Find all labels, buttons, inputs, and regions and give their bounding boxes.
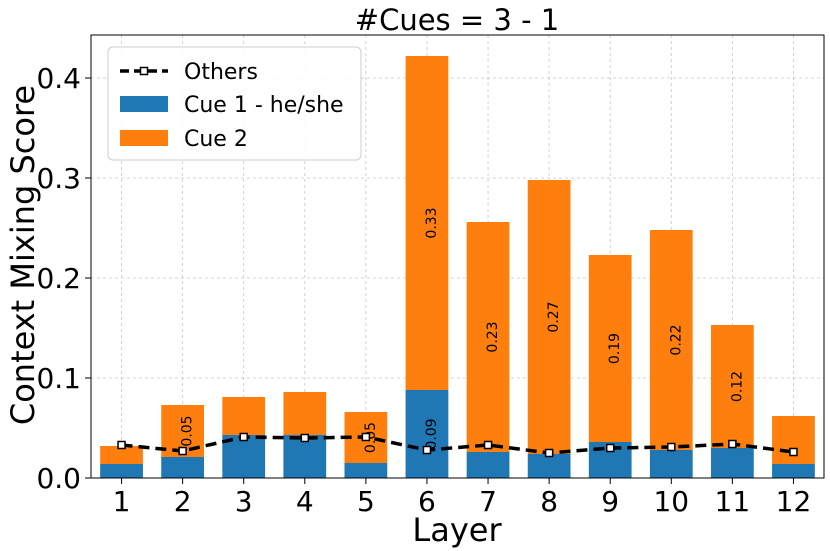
others-marker bbox=[117, 440, 126, 450]
others-marker bbox=[422, 445, 432, 455]
bar-value-label: 0.33 bbox=[424, 207, 440, 238]
bar-cue-1-he-she bbox=[100, 464, 143, 478]
bar-cue-1-he-she bbox=[161, 457, 205, 478]
others-series-line bbox=[121, 435, 794, 455]
bar-cue-2 bbox=[405, 56, 449, 390]
bar-value-label: 0.05 bbox=[363, 422, 379, 453]
bar-cue-1-he-she bbox=[466, 452, 510, 478]
bar-cue-2 bbox=[772, 416, 815, 464]
x-tick-label: 6 bbox=[418, 485, 436, 518]
x-tick-label: 11 bbox=[715, 485, 751, 518]
chart-title: #Cues = 3 - 1 bbox=[355, 3, 559, 37]
bar-cue-2 bbox=[283, 392, 327, 435]
bars bbox=[100, 56, 815, 478]
others-marker bbox=[544, 448, 554, 458]
bar-cue-2 bbox=[710, 325, 754, 448]
bar-cue-1-he-she bbox=[222, 435, 266, 478]
legend-label: Others bbox=[184, 60, 258, 85]
others-marker bbox=[728, 439, 737, 449]
bar-cue-2 bbox=[100, 446, 143, 464]
y-tick-label: 0.1 bbox=[36, 362, 81, 395]
legend-box bbox=[107, 46, 362, 161]
x-tick-label: 3 bbox=[235, 485, 253, 518]
legend-others-marker-icon bbox=[139, 66, 149, 76]
others-marker bbox=[667, 442, 676, 452]
x-tick-label: 5 bbox=[357, 485, 375, 518]
others-marker bbox=[300, 433, 310, 443]
bar-cue-1-he-she bbox=[405, 390, 449, 478]
bar-cue-2 bbox=[527, 180, 571, 454]
others-marker bbox=[483, 440, 493, 450]
y-axis-label: Context Mixing Score bbox=[4, 85, 42, 425]
x-tick-label: 2 bbox=[174, 485, 192, 518]
x-tick-label: 8 bbox=[540, 485, 558, 518]
x-tick-label: 12 bbox=[776, 485, 812, 518]
legend: Others Cue 1 - he/she Cue 2 bbox=[107, 46, 362, 161]
x-tick-label: 10 bbox=[653, 485, 689, 518]
plot-frame bbox=[90, 34, 825, 479]
bar-cue-1-he-she bbox=[649, 450, 693, 478]
bar-cue-2 bbox=[222, 397, 266, 435]
bar-value-label: 0.23 bbox=[485, 321, 501, 352]
bar-value-label: 0.19 bbox=[607, 333, 623, 364]
bar-cue-2 bbox=[466, 222, 510, 452]
y-tick-label: 0.0 bbox=[36, 462, 81, 495]
others-marker bbox=[361, 432, 371, 442]
legend-swatch-icon bbox=[120, 96, 168, 112]
axes: 0.00.10.20.30.41 2 3 4 5 6 7 8 9 10 11 12 bbox=[36, 34, 825, 518]
bar-cue-1-he-she bbox=[710, 448, 754, 478]
y-tick-label: 0.2 bbox=[36, 262, 81, 295]
others-marker bbox=[605, 443, 615, 453]
bar-labels: 0.05 0.05 0.09 0.33 0.23 0.27 0.19 0.22 0.12 bbox=[180, 207, 746, 453]
others-marker bbox=[789, 447, 798, 457]
others-marker bbox=[178, 446, 187, 456]
legend-label: Cue 2 bbox=[184, 127, 248, 152]
x-tick-label: 7 bbox=[479, 485, 497, 518]
bar-value-label: 0.09 bbox=[424, 418, 440, 449]
others-line bbox=[117, 432, 798, 458]
others-marker bbox=[239, 432, 248, 442]
y-tick-label: 0.4 bbox=[36, 62, 81, 95]
x-tick-label: 4 bbox=[296, 485, 314, 518]
x-tick-label: 9 bbox=[601, 485, 619, 518]
legend-swatch-icon bbox=[120, 130, 168, 146]
x-axis-label: Layer bbox=[412, 511, 502, 549]
bar-value-label: 0.12 bbox=[729, 371, 745, 402]
legend-label: Cue 1 - he/she bbox=[184, 93, 344, 118]
y-tick-label: 0.3 bbox=[36, 162, 81, 195]
bar-value-label: 0.22 bbox=[668, 324, 684, 355]
x-tick-label: 1 bbox=[113, 485, 131, 518]
bar-cue-2 bbox=[649, 230, 693, 450]
bar-cue-1-he-she bbox=[344, 463, 388, 478]
bar-value-label: 0.05 bbox=[180, 415, 196, 446]
bar-cue-1-he-she bbox=[772, 464, 815, 478]
bar-cue-1-he-she bbox=[527, 454, 571, 478]
bar-cue-2 bbox=[588, 255, 632, 442]
bar-value-label: 0.27 bbox=[546, 301, 562, 332]
